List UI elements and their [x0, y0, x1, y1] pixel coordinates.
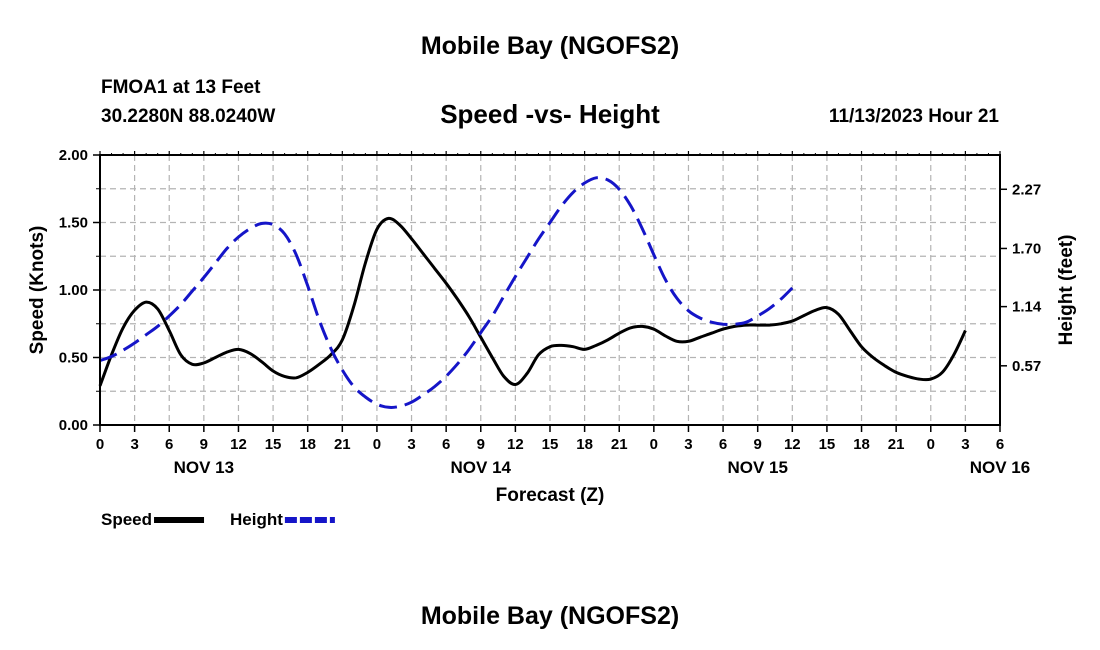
- x-tick-label: 6: [165, 436, 173, 453]
- x-tick-label: 0: [96, 436, 104, 453]
- x-tick-label: 12: [507, 436, 524, 453]
- legend-speed-label: Speed: [101, 510, 152, 529]
- x-tick-label: 15: [542, 436, 559, 453]
- x-tick-label: 3: [684, 436, 692, 453]
- y-tick-label: 1.00: [59, 282, 88, 299]
- day-label: NOV 16: [970, 458, 1030, 477]
- station-coordinates: 30.2280N 88.0240W: [101, 106, 276, 127]
- x-tick-label: 9: [754, 436, 762, 453]
- legend-height-label: Height: [230, 510, 283, 529]
- forecast-datetime: 11/13/2023 Hour 21: [828, 106, 999, 127]
- legend: Speed Height: [101, 510, 335, 529]
- x-tick-label: 0: [373, 436, 381, 453]
- x-tick-label: 21: [611, 436, 628, 453]
- x-tick-label: 15: [819, 436, 836, 453]
- x-tick-label: 3: [407, 436, 415, 453]
- x-tick-label: 3: [961, 436, 969, 453]
- y2-tick-label: 1.70: [1012, 240, 1041, 257]
- x-tick-label: 9: [200, 436, 208, 453]
- x-tick-label: 6: [719, 436, 727, 453]
- x-tick-label: 21: [888, 436, 905, 453]
- y2-tick-label: 0.57: [1012, 358, 1041, 375]
- x-tick-label: 15: [265, 436, 282, 453]
- day-label: NOV 14: [451, 458, 512, 477]
- x-tick-label: 12: [230, 436, 247, 453]
- y-axis-label: Speed (Knots): [27, 226, 48, 355]
- x-tick-label: 18: [299, 436, 316, 453]
- chart-title: Speed -vs- Height: [440, 99, 660, 129]
- footer-title: Mobile Bay (NGOFS2): [420, 602, 680, 630]
- y-tick-label: 2.00: [59, 147, 88, 164]
- x-tick-label: 21: [334, 436, 351, 453]
- height-series-line: [99, 176, 794, 409]
- tick-layer: 0 3 6 9 12 15 18 21 0 3 6 9 12 15 18 21 0 3 6 9 12 15 18 21 0 3 6N…: [59, 147, 1042, 477]
- y-tick-label: 0.50: [59, 350, 88, 367]
- x-tick-label: 18: [853, 436, 870, 453]
- speed-series-line: [98, 216, 967, 387]
- x-tick-label: 6: [442, 436, 450, 453]
- x-tick-label: 18: [576, 436, 593, 453]
- x-tick-label: 0: [927, 436, 935, 453]
- x-tick-label: 3: [130, 436, 138, 453]
- grid-lines: [100, 155, 1000, 425]
- station-label: FMOA1 at 13 Feet: [101, 77, 261, 98]
- x-tick-label: 6: [996, 436, 1004, 453]
- x-tick-label: 12: [784, 436, 801, 453]
- day-label: NOV 15: [727, 458, 787, 477]
- y2-tick-label: 2.27: [1012, 181, 1041, 198]
- y2-tick-label: 1.14: [1012, 299, 1042, 316]
- x-tick-label: 9: [477, 436, 485, 453]
- y-tick-label: 1.50: [59, 215, 88, 232]
- y2-axis-label: Height (feet): [1056, 235, 1077, 346]
- x-tick-label: 0: [650, 436, 658, 453]
- series-layer: [98, 176, 967, 409]
- day-label: NOV 13: [174, 458, 234, 477]
- page-title: Mobile Bay (NGOFS2): [420, 32, 680, 60]
- y-tick-label: 0.00: [59, 417, 88, 434]
- x-axis-label: Forecast (Z): [496, 485, 605, 506]
